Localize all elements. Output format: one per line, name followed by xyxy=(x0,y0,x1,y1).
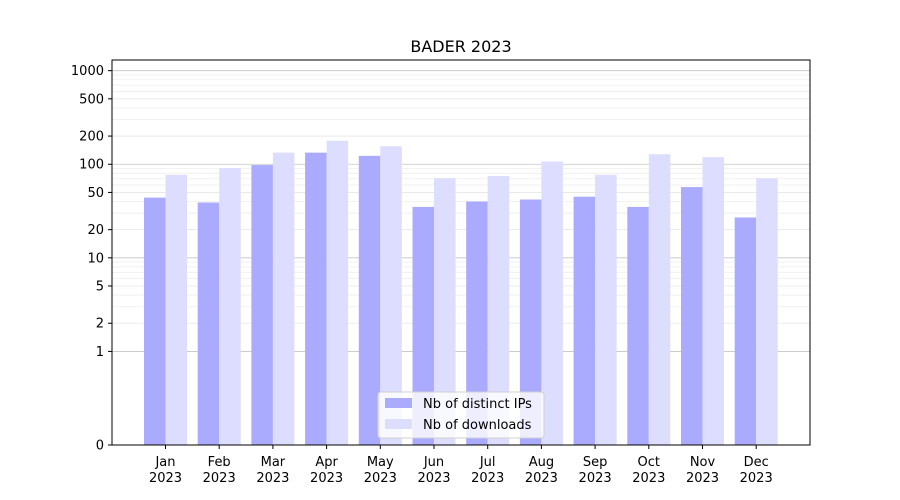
legend: Nb of distinct IPs Nb of downloads xyxy=(377,391,545,439)
legend-box xyxy=(377,391,545,439)
x-tick-label-year: 2023 xyxy=(417,471,450,486)
x-tick-label-year: 2023 xyxy=(525,471,558,486)
bar-distinct-ips xyxy=(358,155,381,445)
bar-distinct-ips xyxy=(519,199,542,445)
x-tick-label-year: 2023 xyxy=(203,471,236,486)
x-axis: Jan2023Feb2023Mar2023Apr2023May2023Jun20… xyxy=(149,445,773,486)
legend-label: Nb of distinct IPs xyxy=(423,397,532,412)
y-tick-label: 100 xyxy=(79,158,104,173)
x-tick-label-year: 2023 xyxy=(149,471,182,486)
bar-downloads xyxy=(434,178,456,445)
bar-downloads xyxy=(541,161,563,445)
bars xyxy=(144,140,778,446)
bar-downloads xyxy=(487,175,510,445)
bar-distinct-ips xyxy=(305,152,327,445)
x-tick-label-month: Sep xyxy=(583,455,608,470)
y-tick-label: 1 xyxy=(96,345,104,360)
x-tick-label-year: 2023 xyxy=(579,471,612,486)
y-tick-label: 200 xyxy=(79,130,104,145)
legend-swatch xyxy=(385,419,412,429)
bar-distinct-ips xyxy=(197,202,220,445)
bar-downloads xyxy=(165,174,187,445)
y-tick-label: 20 xyxy=(87,223,104,238)
x-tick-label-month: Apr xyxy=(315,455,338,470)
x-tick-label-month: Aug xyxy=(529,455,554,470)
bar-downloads xyxy=(595,174,617,445)
x-tick-label-month: Jan xyxy=(154,455,175,470)
x-tick-label-year: 2023 xyxy=(740,471,773,486)
y-tick-label: 1000 xyxy=(71,64,104,79)
legend-label: Nb of downloads xyxy=(423,418,532,433)
y-axis: 0 1 2 5 10 20 50 100 200 500 1000 xyxy=(71,64,112,454)
y-tick-label: 10 xyxy=(87,251,104,266)
bar-distinct-ips xyxy=(412,206,434,445)
bar-distinct-ips xyxy=(681,187,703,445)
x-tick-label-year: 2023 xyxy=(310,471,343,486)
y-tick-label: 500 xyxy=(79,92,104,107)
bar-downloads xyxy=(648,154,671,446)
bar-distinct-ips xyxy=(573,196,596,445)
x-tick-label-year: 2023 xyxy=(632,471,665,486)
chart-title: BADER 2023 xyxy=(410,37,511,56)
bar-downloads xyxy=(219,168,241,445)
bar-distinct-ips xyxy=(251,165,273,445)
bar-distinct-ips xyxy=(466,201,488,445)
x-tick-label-year: 2023 xyxy=(256,471,289,486)
x-tick-label-month: Oct xyxy=(638,455,660,470)
bar-downloads xyxy=(756,178,778,445)
x-tick-label-year: 2023 xyxy=(686,471,719,486)
legend-swatch xyxy=(385,398,412,408)
bar-downloads xyxy=(326,140,349,445)
y-tick-label: 2 xyxy=(96,317,104,332)
bar-distinct-ips xyxy=(734,217,757,445)
x-tick-label-year: 2023 xyxy=(471,471,504,486)
bar-distinct-ips xyxy=(144,197,166,445)
bar-distinct-ips xyxy=(627,206,649,445)
x-tick-label-month: Jul xyxy=(479,455,496,470)
x-tick-label-month: May xyxy=(367,455,394,470)
x-tick-label-month: Mar xyxy=(261,455,286,470)
y-tick-label: 0 xyxy=(96,439,104,454)
bar-downloads xyxy=(702,157,724,445)
plot-frame xyxy=(111,59,811,446)
x-tick-label-year: 2023 xyxy=(364,471,397,486)
y-tick-label: 5 xyxy=(96,280,104,295)
x-tick-label-month: Dec xyxy=(744,455,769,470)
x-tick-label-month: Jun xyxy=(423,455,444,470)
x-tick-label-month: Feb xyxy=(208,455,231,470)
bar-downloads xyxy=(272,152,295,445)
y-tick-label: 50 xyxy=(87,186,104,201)
x-tick-label-month: Nov xyxy=(690,455,716,470)
bar-downloads xyxy=(380,146,402,445)
